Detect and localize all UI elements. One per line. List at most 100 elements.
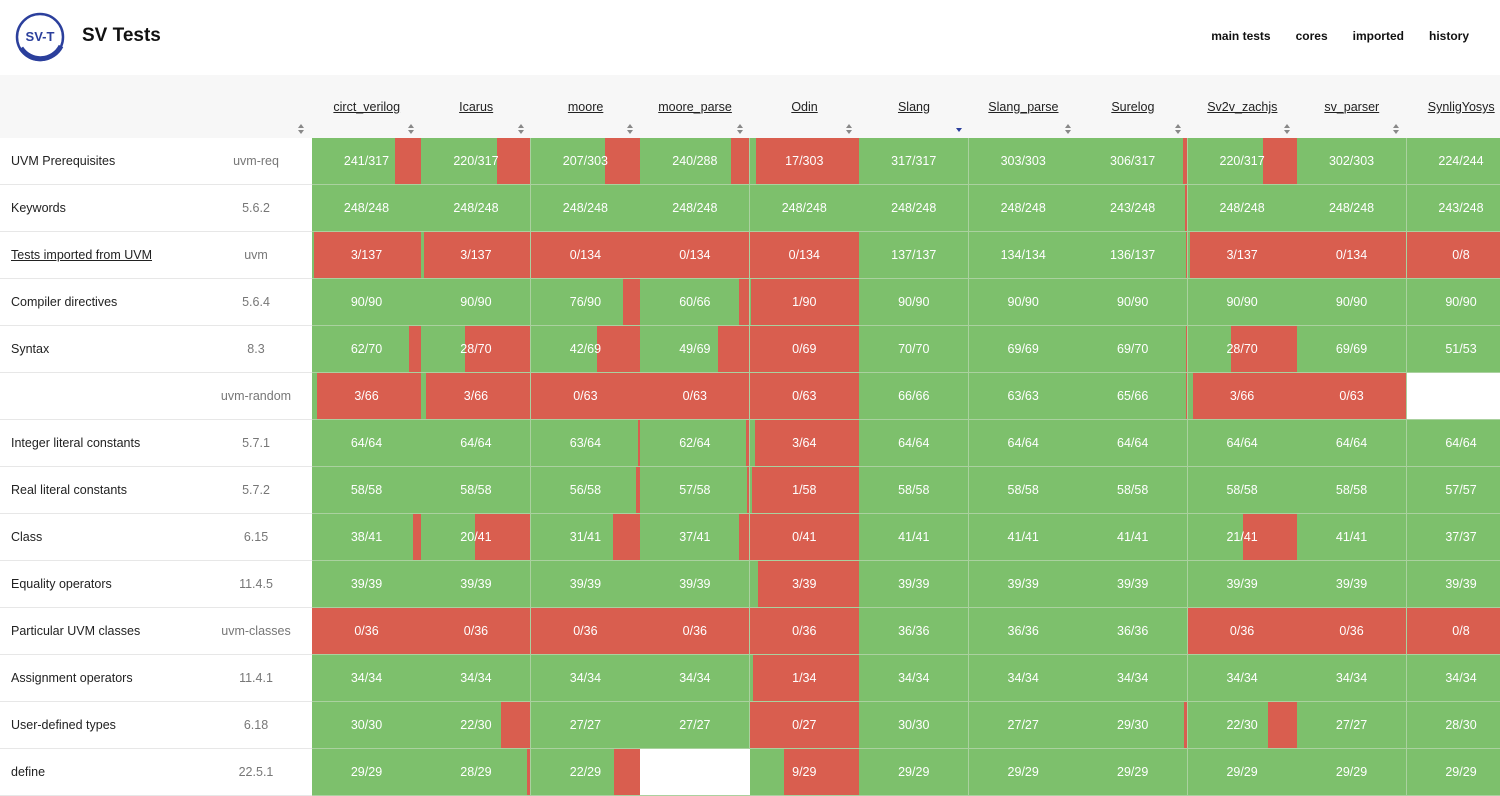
result-cell-icarus[interactable]: 90/90 [421, 279, 531, 326]
sort-toggle-icon[interactable] [1065, 124, 1073, 136]
tool-name-link[interactable]: Slang_parse [969, 100, 1078, 114]
result-cell-moore-parse[interactable]: 62/64 [640, 420, 750, 467]
tool-name-link[interactable]: SynligYosys [1407, 100, 1500, 114]
result-cell-odin[interactable]: 0/69 [750, 326, 860, 373]
result-cell-moore[interactable]: 39/39 [531, 561, 641, 608]
result-cell-odin[interactable]: 0/63 [750, 373, 860, 420]
tool-name-link[interactable]: circt_verilog [312, 100, 421, 114]
result-cell-sv-parser[interactable]: 27/27 [1297, 702, 1407, 749]
tool-name-link[interactable]: sv_parser [1297, 100, 1406, 114]
result-cell-slang[interactable]: 58/58 [859, 467, 969, 514]
result-cell-circt-verilog[interactable]: 30/30 [312, 702, 422, 749]
result-cell-odin[interactable]: 1/34 [750, 655, 860, 702]
result-cell-icarus[interactable]: 3/66 [421, 373, 531, 420]
tool-name-link[interactable]: Odin [750, 100, 859, 114]
result-cell-sv-parser[interactable]: 248/248 [1297, 185, 1407, 232]
result-cell-sv-parser[interactable]: 0/63 [1297, 373, 1407, 420]
result-cell-moore[interactable]: 76/90 [531, 279, 641, 326]
result-cell-odin[interactable]: 0/134 [750, 232, 860, 279]
sort-active-icon[interactable] [956, 124, 964, 136]
nav-history[interactable]: history [1429, 29, 1469, 43]
result-cell-odin[interactable]: 248/248 [750, 185, 860, 232]
result-cell-moore[interactable]: 22/29 [531, 749, 641, 796]
result-cell-slang[interactable]: 41/41 [859, 514, 969, 561]
sort-toggle-icon[interactable] [627, 124, 635, 136]
sort-toggle-icon[interactable] [1284, 124, 1292, 136]
result-cell-circt-verilog[interactable]: 29/29 [312, 749, 422, 796]
result-cell-moore[interactable]: 63/64 [531, 420, 641, 467]
result-cell-synligyosys[interactable]: 28/30 [1407, 702, 1500, 749]
result-cell-sv-parser[interactable]: 64/64 [1297, 420, 1407, 467]
result-cell-icarus[interactable]: 34/34 [421, 655, 531, 702]
result-cell-icarus[interactable]: 220/317 [421, 138, 531, 185]
result-cell-slang[interactable]: 64/64 [859, 420, 969, 467]
result-cell-sv2v-zachjs[interactable]: 22/30 [1188, 702, 1298, 749]
result-cell-odin[interactable]: 9/29 [750, 749, 860, 796]
result-cell-sv2v-zachjs[interactable]: 220/317 [1188, 138, 1298, 185]
result-cell-icarus[interactable]: 3/137 [421, 232, 531, 279]
result-cell-circt-verilog[interactable]: 39/39 [312, 561, 422, 608]
result-cell-sv2v-zachjs[interactable]: 34/34 [1188, 655, 1298, 702]
result-cell-surelog[interactable]: 29/30 [1078, 702, 1188, 749]
result-cell-sv2v-zachjs[interactable]: 3/137 [1188, 232, 1298, 279]
result-cell-icarus[interactable]: 22/30 [421, 702, 531, 749]
result-cell-moore-parse[interactable]: 248/248 [640, 185, 750, 232]
sv-tests-logo[interactable]: SV-T [14, 12, 67, 62]
nav-cores[interactable]: cores [1296, 29, 1328, 43]
result-cell-odin[interactable]: 0/36 [750, 608, 860, 655]
result-cell-slang[interactable]: 29/29 [859, 749, 969, 796]
result-cell-odin[interactable]: 1/58 [750, 467, 860, 514]
result-cell-surelog[interactable]: 69/70 [1078, 326, 1188, 373]
result-cell-slang[interactable]: 90/90 [859, 279, 969, 326]
tool-name-link[interactable]: Surelog [1078, 100, 1187, 114]
result-cell-synligyosys[interactable]: 51/53 [1407, 326, 1500, 373]
result-cell-sv-parser[interactable]: 58/58 [1297, 467, 1407, 514]
sort-toggle-icon[interactable] [1175, 124, 1183, 136]
row-test-name[interactable]: Tests imported from UVM [11, 232, 152, 278]
result-cell-icarus[interactable]: 28/29 [421, 749, 531, 796]
result-cell-moore[interactable]: 27/27 [531, 702, 641, 749]
result-cell-moore-parse[interactable]: 39/39 [640, 561, 750, 608]
result-cell-slang[interactable]: 137/137 [859, 232, 969, 279]
result-cell-moore-parse[interactable]: 57/58 [640, 467, 750, 514]
result-cell-moore[interactable]: 0/63 [531, 373, 641, 420]
result-cell-surelog[interactable]: 243/248 [1078, 185, 1188, 232]
result-cell-slang[interactable]: 66/66 [859, 373, 969, 420]
result-cell-slang-parse[interactable]: 64/64 [969, 420, 1079, 467]
result-cell-slang[interactable]: 39/39 [859, 561, 969, 608]
result-cell-icarus[interactable]: 39/39 [421, 561, 531, 608]
result-cell-slang-parse[interactable]: 34/34 [969, 655, 1079, 702]
sort-toggle-icon[interactable] [408, 124, 416, 136]
result-cell-surelog[interactable]: 34/34 [1078, 655, 1188, 702]
result-cell-slang-parse[interactable]: 39/39 [969, 561, 1079, 608]
result-cell-moore[interactable]: 34/34 [531, 655, 641, 702]
result-cell-synligyosys[interactable]: 64/64 [1407, 420, 1500, 467]
result-cell-synligyosys[interactable]: 29/29 [1407, 749, 1500, 796]
result-cell-moore[interactable]: 31/41 [531, 514, 641, 561]
result-cell-sv2v-zachjs[interactable]: 64/64 [1188, 420, 1298, 467]
result-cell-synligyosys[interactable]: 39/39 [1407, 561, 1500, 608]
result-cell-moore-parse[interactable]: 60/66 [640, 279, 750, 326]
result-cell-moore-parse[interactable]: 27/27 [640, 702, 750, 749]
result-cell-odin[interactable]: 0/27 [750, 702, 860, 749]
result-cell-slang[interactable]: 34/34 [859, 655, 969, 702]
result-cell-slang-parse[interactable]: 36/36 [969, 608, 1079, 655]
result-cell-icarus[interactable]: 58/58 [421, 467, 531, 514]
result-cell-circt-verilog[interactable]: 248/248 [312, 185, 422, 232]
result-cell-surelog[interactable]: 306/317 [1078, 138, 1188, 185]
result-cell-sv2v-zachjs[interactable]: 29/29 [1188, 749, 1298, 796]
result-cell-slang[interactable]: 248/248 [859, 185, 969, 232]
result-cell-circt-verilog[interactable]: 3/66 [312, 373, 422, 420]
result-cell-icarus[interactable]: 0/36 [421, 608, 531, 655]
result-cell-sv2v-zachjs[interactable]: 39/39 [1188, 561, 1298, 608]
result-cell-circt-verilog[interactable]: 34/34 [312, 655, 422, 702]
result-cell-circt-verilog[interactable]: 241/317 [312, 138, 422, 185]
result-cell-synligyosys[interactable]: 0/8 [1407, 608, 1500, 655]
result-cell-icarus[interactable]: 28/70 [421, 326, 531, 373]
sort-toggle-icon[interactable] [518, 124, 526, 136]
result-cell-sv-parser[interactable]: 41/41 [1297, 514, 1407, 561]
result-cell-circt-verilog[interactable]: 0/36 [312, 608, 422, 655]
result-cell-surelog[interactable]: 41/41 [1078, 514, 1188, 561]
result-cell-surelog[interactable]: 58/58 [1078, 467, 1188, 514]
result-cell-icarus[interactable]: 20/41 [421, 514, 531, 561]
